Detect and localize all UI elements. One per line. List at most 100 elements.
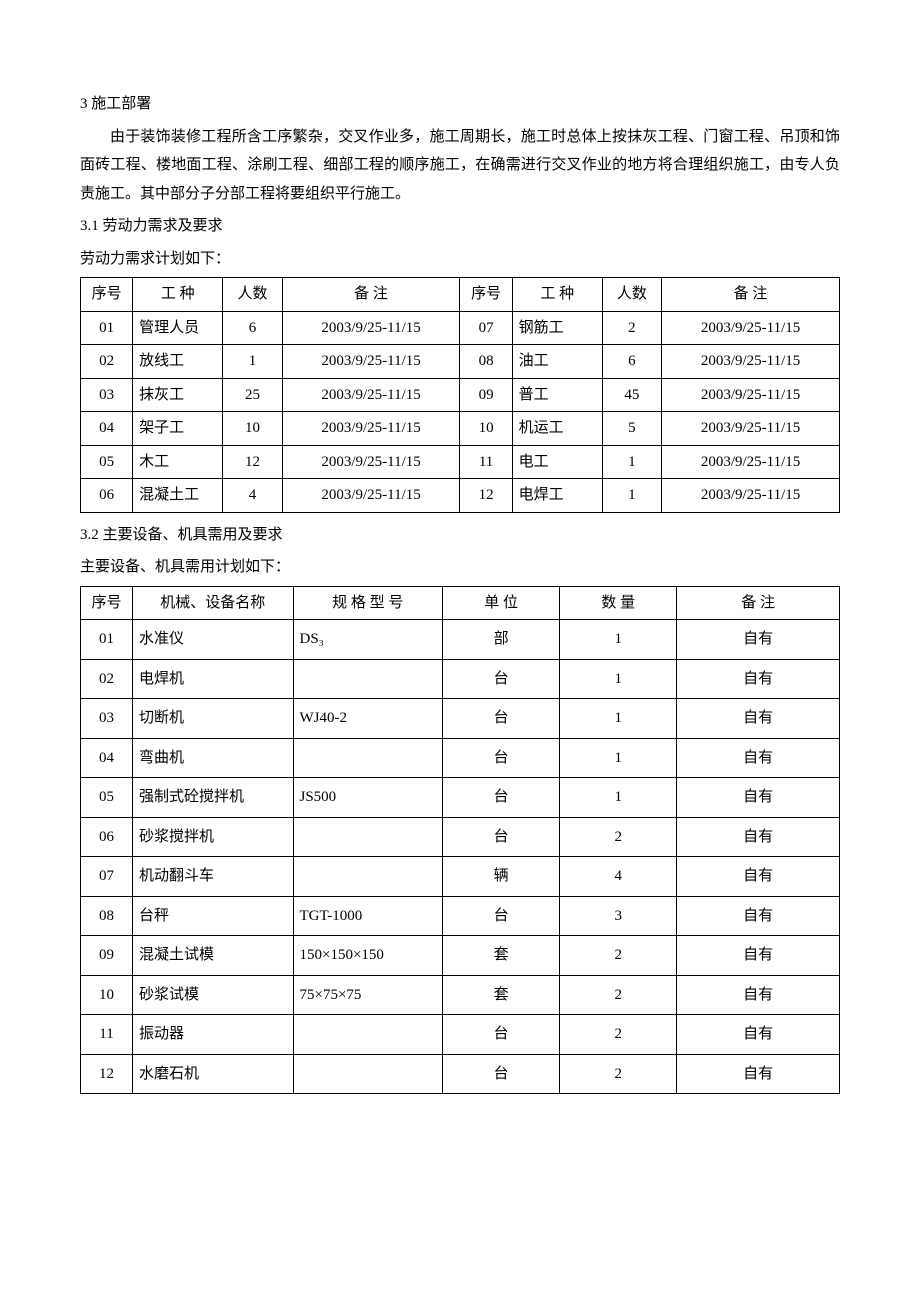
- section-3-2-pretable: 主要设备、机具需用计划如下：: [80, 553, 840, 582]
- table-cell: 电焊工: [512, 479, 602, 513]
- table-cell: 25: [223, 378, 282, 412]
- table-cell: 10: [81, 975, 133, 1015]
- table-cell: [293, 738, 443, 778]
- table-cell: 2: [602, 311, 661, 345]
- table-cell: WJ40-2: [293, 699, 443, 739]
- table-cell: 强制式砼搅拌机: [133, 778, 293, 818]
- table-cell: 2003/9/25-11/15: [662, 311, 840, 345]
- table-cell: 2003/9/25-11/15: [282, 412, 460, 446]
- section-3-paragraph: 由于装饰装修工程所含工序繁杂，交叉作业多，施工周期长，施工时总体上按抹灰工程、门…: [80, 123, 840, 209]
- table-cell: 05: [81, 778, 133, 818]
- table-cell: 自有: [677, 620, 840, 660]
- equipment-table-row: 08台秤TGT-1000台3自有: [81, 896, 840, 936]
- table-cell: 台: [443, 896, 560, 936]
- table-cell: 木工: [133, 445, 223, 479]
- table-cell: 04: [81, 412, 133, 446]
- table-cell: 2003/9/25-11/15: [282, 445, 460, 479]
- table-cell: 1: [560, 778, 677, 818]
- table-header-cell: 单 位: [443, 586, 560, 620]
- table-cell: 砂浆搅拌机: [133, 817, 293, 857]
- equipment-table-row: 11振动器台2自有: [81, 1015, 840, 1055]
- equipment-table-row: 10砂浆试模75×75×75套2自有: [81, 975, 840, 1015]
- labor-table-head: 序号工 种人数备 注序号工 种人数备 注: [81, 278, 840, 312]
- table-cell: 3: [560, 896, 677, 936]
- section-3-heading: 3 施工部署: [80, 90, 840, 119]
- table-cell: 2003/9/25-11/15: [282, 311, 460, 345]
- table-cell: 2: [560, 1054, 677, 1094]
- table-cell: [293, 857, 443, 897]
- table-cell: 75×75×75: [293, 975, 443, 1015]
- table-cell: 2: [560, 1015, 677, 1055]
- table-cell: 1: [223, 345, 282, 379]
- table-cell: 01: [81, 620, 133, 660]
- table-header-cell: 备 注: [282, 278, 460, 312]
- equipment-table-head: 序号机械、设备名称规 格 型 号单 位数 量备 注: [81, 586, 840, 620]
- table-cell: 09: [460, 378, 512, 412]
- table-cell: 台: [443, 699, 560, 739]
- table-cell: DS₃: [293, 620, 443, 660]
- table-cell: 12: [223, 445, 282, 479]
- table-cell: 150×150×150: [293, 936, 443, 976]
- table-cell: 台: [443, 1015, 560, 1055]
- table-cell: [293, 659, 443, 699]
- table-cell: 架子工: [133, 412, 223, 446]
- section-3-2-heading: 3.2 主要设备、机具需用及要求: [80, 521, 840, 550]
- table-cell: 自有: [677, 778, 840, 818]
- table-cell: 自有: [677, 738, 840, 778]
- table-header-cell: 工 种: [512, 278, 602, 312]
- equipment-table-row: 04弯曲机台1自有: [81, 738, 840, 778]
- table-cell: 06: [81, 479, 133, 513]
- table-cell: 油工: [512, 345, 602, 379]
- table-cell: 1: [602, 445, 661, 479]
- table-cell: 45: [602, 378, 661, 412]
- table-cell: 振动器: [133, 1015, 293, 1055]
- equipment-table-row: 09混凝土试模150×150×150套2自有: [81, 936, 840, 976]
- table-cell: 2003/9/25-11/15: [662, 378, 840, 412]
- equipment-table-row: 03切断机WJ40-2台1自有: [81, 699, 840, 739]
- table-cell: 水准仪: [133, 620, 293, 660]
- labor-table-row: 05木工122003/9/25-11/1511电工12003/9/25-11/1…: [81, 445, 840, 479]
- table-cell: 自有: [677, 936, 840, 976]
- table-cell: [293, 817, 443, 857]
- equipment-table-row: 12水磨石机台2自有: [81, 1054, 840, 1094]
- table-cell: 10: [460, 412, 512, 446]
- table-cell: 混凝土试模: [133, 936, 293, 976]
- table-cell: 01: [81, 311, 133, 345]
- table-cell: TGT-1000: [293, 896, 443, 936]
- table-cell: 2003/9/25-11/15: [662, 412, 840, 446]
- table-cell: 04: [81, 738, 133, 778]
- table-cell: 自有: [677, 896, 840, 936]
- table-cell: 2: [560, 817, 677, 857]
- table-cell: JS500: [293, 778, 443, 818]
- table-cell: 06: [81, 817, 133, 857]
- table-cell: 抹灰工: [133, 378, 223, 412]
- table-header-cell: 备 注: [662, 278, 840, 312]
- table-cell: 砂浆试模: [133, 975, 293, 1015]
- table-cell: 07: [81, 857, 133, 897]
- table-cell: 2003/9/25-11/15: [282, 479, 460, 513]
- table-cell: 台: [443, 778, 560, 818]
- equipment-table-row: 02电焊机台1自有: [81, 659, 840, 699]
- table-cell: 1: [560, 659, 677, 699]
- table-header-cell: 工 种: [133, 278, 223, 312]
- labor-table-row: 04架子工102003/9/25-11/1510机运工52003/9/25-11…: [81, 412, 840, 446]
- table-cell: 12: [81, 1054, 133, 1094]
- table-cell: 普工: [512, 378, 602, 412]
- table-cell: 2003/9/25-11/15: [282, 345, 460, 379]
- table-cell: 2003/9/25-11/15: [662, 445, 840, 479]
- table-cell: 台: [443, 659, 560, 699]
- labor-table-row: 06混凝土工42003/9/25-11/1512电焊工12003/9/25-11…: [81, 479, 840, 513]
- table-header-cell: 数 量: [560, 586, 677, 620]
- table-cell: 07: [460, 311, 512, 345]
- table-cell: 1: [560, 738, 677, 778]
- table-cell: 管理人员: [133, 311, 223, 345]
- table-header-row: 序号工 种人数备 注序号工 种人数备 注: [81, 278, 840, 312]
- table-cell: 03: [81, 699, 133, 739]
- table-cell: 弯曲机: [133, 738, 293, 778]
- section-3-1-heading: 3.1 劳动力需求及要求: [80, 212, 840, 241]
- table-cell: 台: [443, 817, 560, 857]
- table-cell: 电焊机: [133, 659, 293, 699]
- equipment-table-body: 01水准仪DS₃部1自有02电焊机台1自有03切断机WJ40-2台1自有04弯曲…: [81, 620, 840, 1094]
- table-cell: 1: [602, 479, 661, 513]
- table-cell: [293, 1015, 443, 1055]
